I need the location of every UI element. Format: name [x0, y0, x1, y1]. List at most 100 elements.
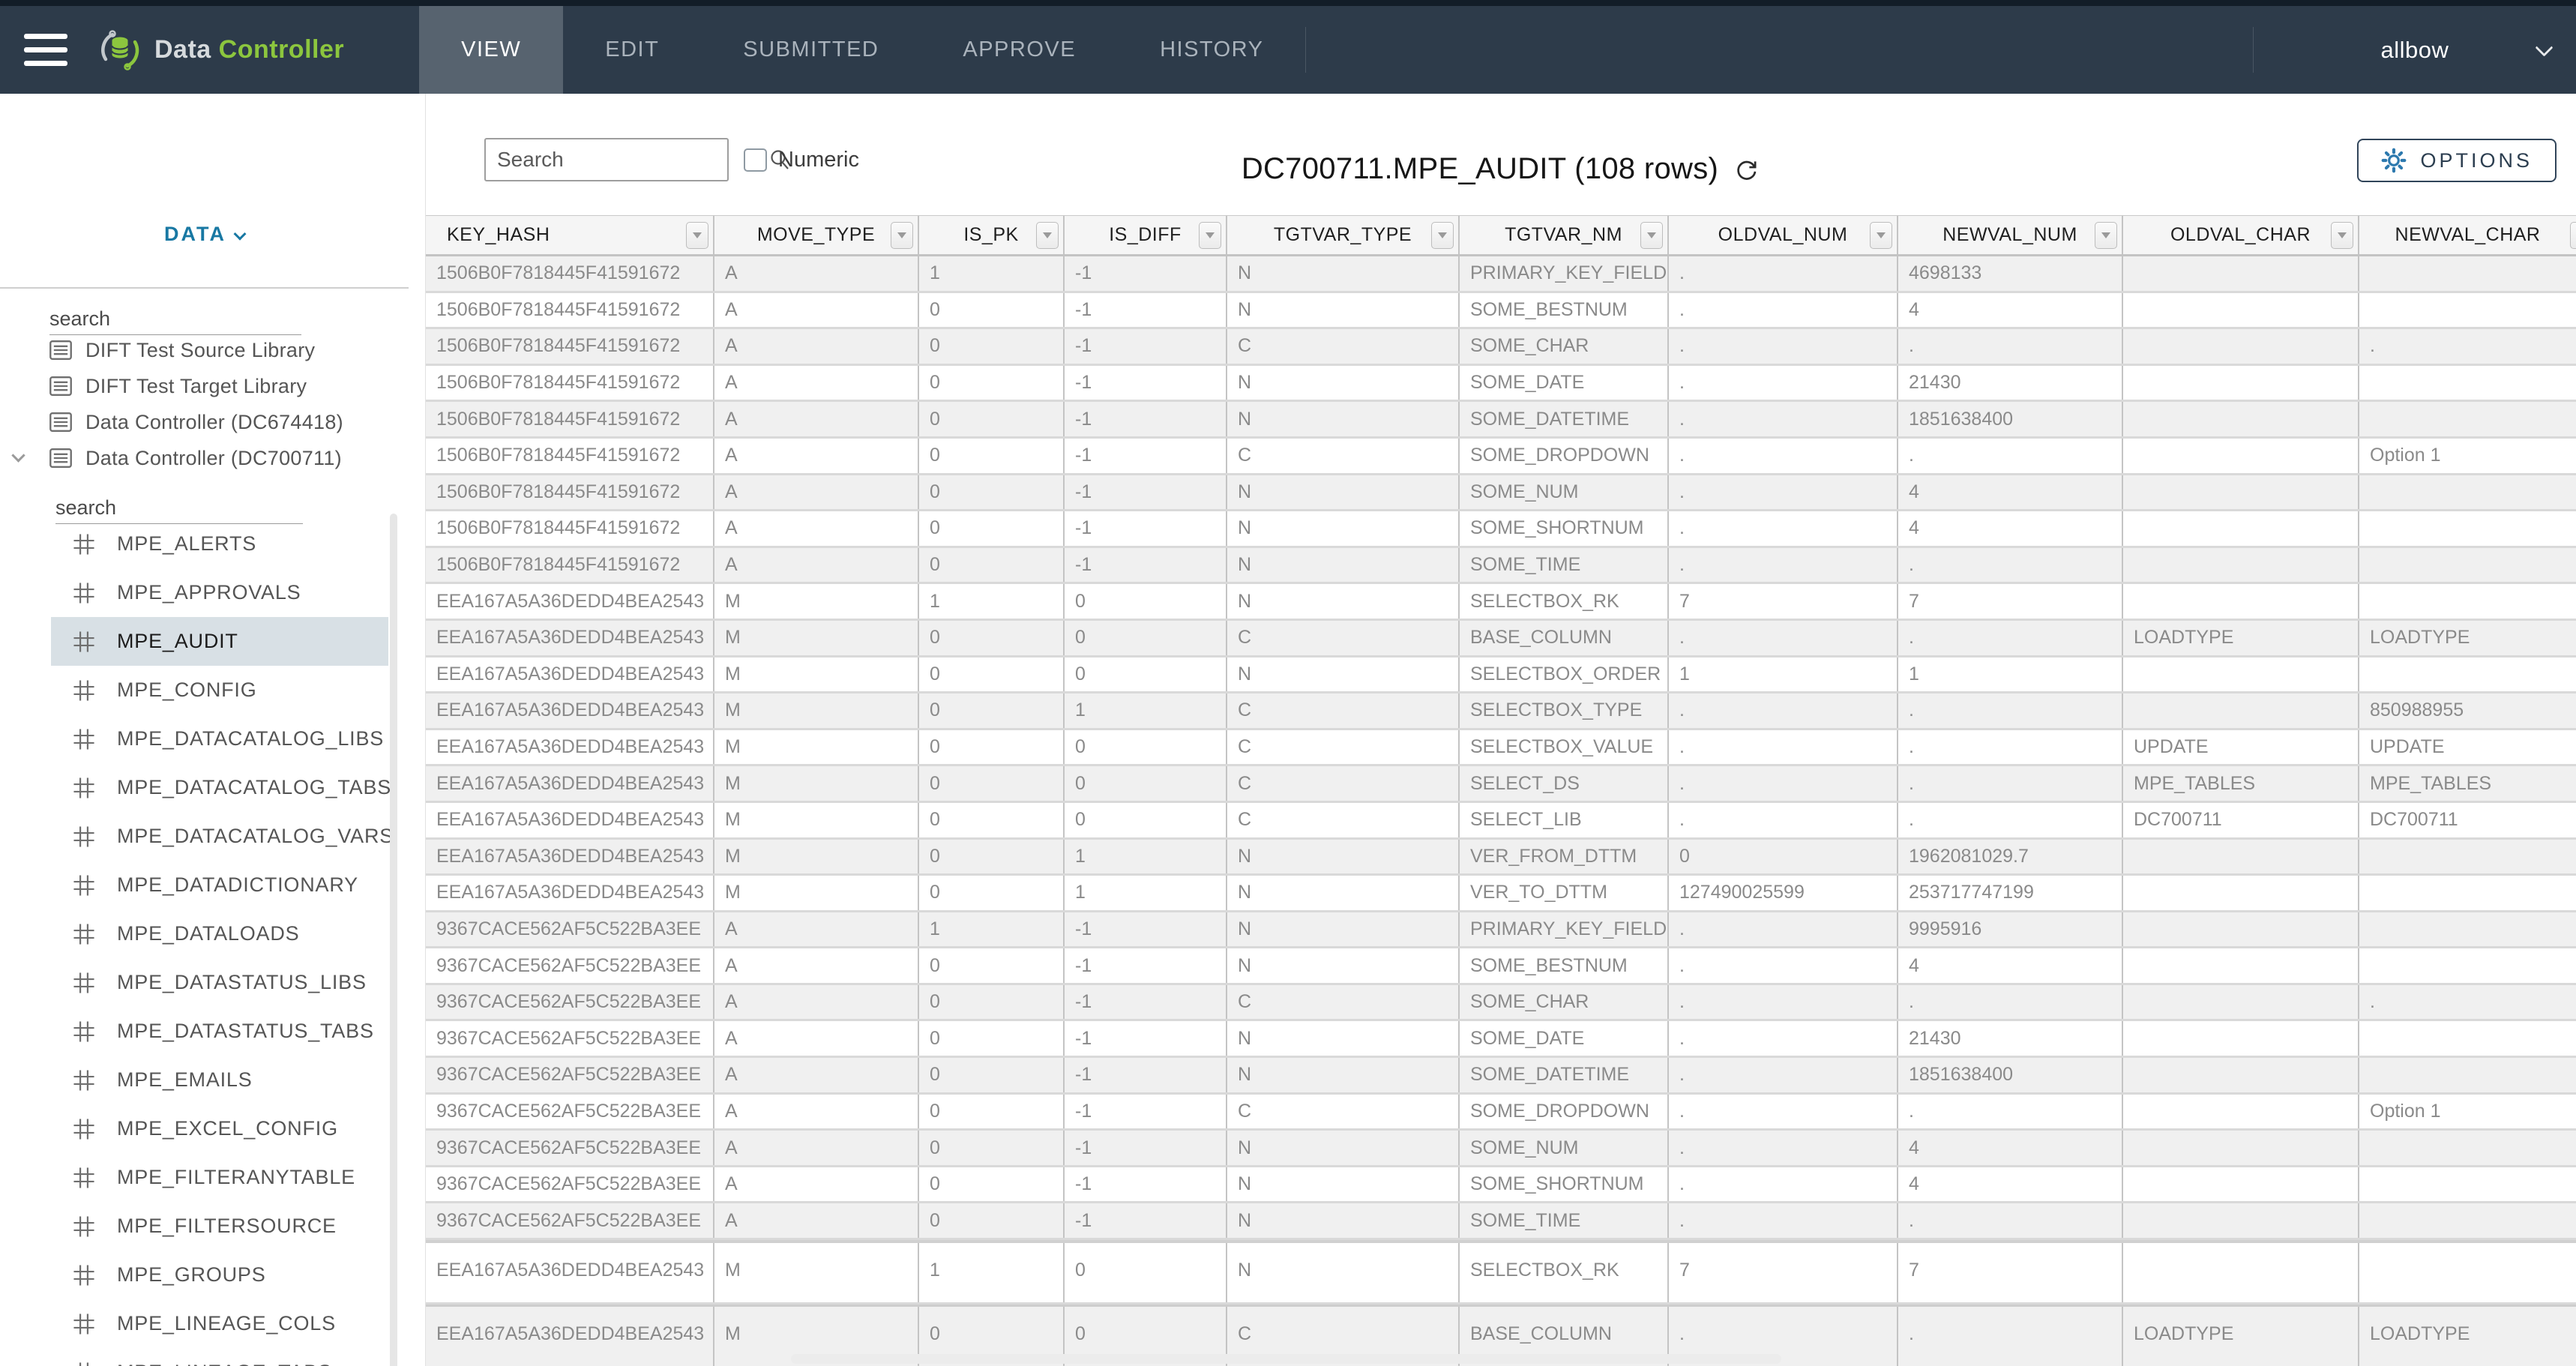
grid-cell[interactable]: .	[1669, 948, 1898, 983]
grid-cell[interactable]: 127490025599	[1669, 876, 1898, 910]
grid-cell[interactable]: A	[714, 329, 919, 364]
grid-cell[interactable]: 9367CACE562AF5C522BA3EE	[426, 984, 714, 1020]
grid-cell[interactable]: SOME_CHAR	[1460, 329, 1669, 364]
grid-cell[interactable]: A	[714, 292, 919, 328]
grid-cell[interactable]: .	[1669, 1167, 1898, 1202]
grid-cell[interactable]: 4	[1898, 292, 2123, 328]
grid-cell[interactable]: EEA167A5A36DEDD4BEA2543	[426, 729, 714, 765]
grid-cell[interactable]	[2123, 547, 2359, 583]
grid-cell[interactable]	[2359, 876, 2576, 910]
sidebar-table-item-mpe_excel_config[interactable]: MPE_EXCEL_CONFIG	[51, 1104, 388, 1153]
grid-cell[interactable]: 7	[1898, 584, 2123, 619]
grid-cell[interactable]: .	[1669, 402, 1898, 436]
grid-cell[interactable]: 9367CACE562AF5C522BA3EE	[426, 1131, 714, 1165]
grid-cell[interactable]: .	[1669, 620, 1898, 655]
grid-cell[interactable]	[2123, 511, 2359, 546]
grid-cell[interactable]: C	[1227, 802, 1460, 837]
grid-cell[interactable]: SOME_TIME	[1460, 547, 1669, 583]
grid-cell[interactable]: N	[1227, 365, 1460, 400]
grid-cell[interactable]: 0	[919, 1167, 1065, 1202]
grid-cell[interactable]: 9367CACE562AF5C522BA3EE	[426, 948, 714, 983]
grid-cell[interactable]: C	[1227, 693, 1460, 728]
grid-cell[interactable]: .	[1669, 256, 1898, 291]
grid-cell[interactable]: .	[1669, 1058, 1898, 1092]
grid-cell[interactable]: -1	[1065, 547, 1227, 583]
grid-cell[interactable]: PRIMARY_KEY_FIELD	[1460, 256, 1669, 291]
grid-cell[interactable]: A	[714, 1203, 919, 1239]
grid-cell[interactable]: 4	[1898, 1131, 2123, 1165]
grid-cell[interactable]: N	[1227, 912, 1460, 947]
grid-cell[interactable]: SELECT_LIB	[1460, 802, 1669, 837]
grid-cell[interactable]: 0	[919, 620, 1065, 655]
grid-cell[interactable]: SOME_DATE	[1460, 1021, 1669, 1056]
grid-cell[interactable]: 0	[919, 547, 1065, 583]
grid-cell[interactable]: 0	[919, 839, 1065, 874]
grid-cell[interactable]: N	[1227, 292, 1460, 328]
grid-cell[interactable]: DC700711	[2370, 809, 2458, 831]
grid-cell[interactable]: 9367CACE562AF5C522BA3EE	[426, 1094, 714, 1129]
grid-cell[interactable]: .	[1669, 475, 1898, 510]
grid-cell[interactable]: EEA167A5A36DEDD4BEA2543	[426, 657, 714, 692]
grid-cell[interactable]	[2123, 912, 2359, 947]
grid-cell[interactable]: 0	[919, 729, 1065, 765]
grid-cell[interactable]: C	[1227, 984, 1460, 1020]
grid-cell[interactable]	[2123, 365, 2359, 400]
refresh-button[interactable]	[1733, 156, 1760, 183]
grid-cell[interactable]: SOME_BESTNUM	[1460, 292, 1669, 328]
grid-cell[interactable]: 4698133	[1898, 256, 2123, 291]
grid-cell[interactable]: 0	[919, 876, 1065, 910]
grid-cell[interactable]: EEA167A5A36DEDD4BEA2543	[426, 584, 714, 619]
tab-submitted[interactable]: SUBMITTED	[743, 37, 879, 61]
grid-cell[interactable]: A	[714, 912, 919, 947]
grid-cell[interactable]	[2359, 912, 2576, 947]
grid-cell[interactable]: EEA167A5A36DEDD4BEA2543	[426, 693, 714, 728]
grid-cell[interactable]: A	[714, 475, 919, 510]
grid-cell[interactable]: SOME_CHAR	[1460, 984, 1669, 1020]
grid-cell[interactable]: 0	[919, 1131, 1065, 1165]
grid-cell[interactable]: 0	[919, 365, 1065, 400]
column-filter-button[interactable]	[2095, 221, 2117, 249]
grid-cell[interactable]: SELECTBOX_VALUE	[1460, 729, 1669, 765]
grid-cell[interactable]: SOME_SHORTNUM	[1460, 511, 1669, 546]
grid-cell[interactable]: .	[1669, 912, 1898, 947]
library-search-input[interactable]	[49, 304, 301, 335]
grid-cell[interactable]: C	[1227, 1307, 1460, 1366]
sidebar-table-item-mpe_datacatalog_libs[interactable]: MPE_DATACATALOG_LIBS	[51, 714, 388, 763]
grid-cell[interactable]: A	[714, 256, 919, 291]
grid-cell[interactable]: N	[1227, 1021, 1460, 1056]
grid-cell[interactable]: 0	[919, 1058, 1065, 1092]
grid-cell[interactable]	[2123, 475, 2359, 510]
grid-cell[interactable]: -1	[1065, 475, 1227, 510]
grid-cell[interactable]: -1	[1065, 1058, 1227, 1092]
grid-cell[interactable]	[2123, 1203, 2359, 1239]
grid-cell[interactable]: 9995916	[1898, 912, 2123, 947]
grid-cell[interactable]: N	[1227, 657, 1460, 692]
grid-cell[interactable]: 1	[919, 256, 1065, 291]
grid-cell[interactable]: A	[714, 365, 919, 400]
grid-cell[interactable]	[2359, 1021, 2576, 1056]
sidebar-table-item-mpe_filteranytable[interactable]: MPE_FILTERANYTABLE	[51, 1153, 388, 1202]
grid-cell[interactable]: N	[1227, 1167, 1460, 1202]
grid-cell[interactable]: N	[1227, 511, 1460, 546]
grid-cell[interactable]: 1	[1898, 657, 2123, 692]
grid-cell[interactable]: -1	[1065, 365, 1227, 400]
grid-cell[interactable]: C	[1227, 729, 1460, 765]
grid-cell[interactable]: -1	[1065, 256, 1227, 291]
grid-cell[interactable]: EEA167A5A36DEDD4BEA2543	[426, 620, 714, 655]
grid-cell[interactable]: 21430	[1898, 1021, 2123, 1056]
grid-cell[interactable]: LOADTYPE	[2123, 620, 2359, 655]
sidebar-table-item-mpe_dataloads[interactable]: MPE_DATALOADS	[51, 909, 388, 958]
grid-cell[interactable]	[2359, 1167, 2576, 1202]
sidebar-table-item-mpe_audit[interactable]: MPE_AUDIT	[51, 617, 388, 666]
grid-cell[interactable]: -1	[1065, 1021, 1227, 1056]
grid-cell[interactable]: M	[714, 729, 919, 765]
sidebar-table-item-mpe_lineage_tabs[interactable]: MPE_LINEAGE_TABS	[51, 1348, 388, 1366]
grid-cell[interactable]	[2359, 1131, 2576, 1165]
grid-cell[interactable]: SELECTBOX_RK	[1460, 1243, 1669, 1303]
grid-cell[interactable]: 0	[919, 693, 1065, 728]
grid-cell[interactable]: -1	[1065, 1094, 1227, 1129]
grid-cell[interactable]: .	[1669, 1203, 1898, 1239]
grid-cell[interactable]: 9367CACE562AF5C522BA3EE	[426, 912, 714, 947]
grid-cell[interactable]: EEA167A5A36DEDD4BEA2543	[426, 802, 714, 837]
column-filter-button[interactable]	[1036, 221, 1059, 249]
